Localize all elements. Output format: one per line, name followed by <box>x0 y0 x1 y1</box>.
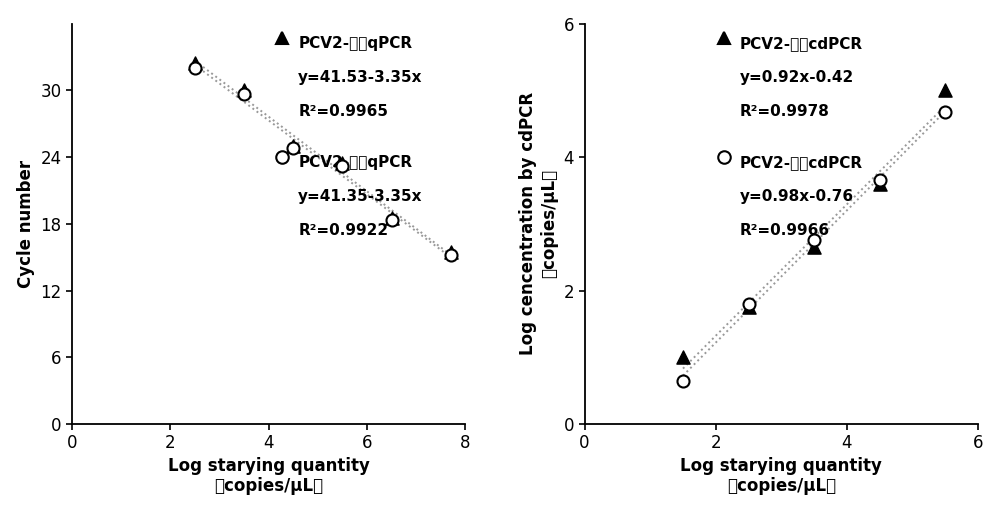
Text: y=0.98x-0.76: y=0.98x-0.76 <box>740 189 854 204</box>
Point <box>384 214 400 222</box>
Text: PCV2-单重cdPCR: PCV2-单重cdPCR <box>740 36 863 51</box>
Point <box>443 251 459 259</box>
Point <box>937 108 953 116</box>
Point <box>937 87 953 95</box>
Text: R²=0.9978: R²=0.9978 <box>740 104 830 119</box>
Y-axis label: Cycle number: Cycle number <box>17 160 35 288</box>
Point <box>187 58 203 67</box>
Text: PCV2-三重qPCR: PCV2-三重qPCR <box>298 155 412 170</box>
Y-axis label: Log cencentration by cdPCR
（copies/μL）: Log cencentration by cdPCR （copies/μL） <box>519 92 558 355</box>
Text: R²=0.9966: R²=0.9966 <box>740 223 830 238</box>
Point <box>872 176 888 184</box>
Text: R²=0.9922: R²=0.9922 <box>298 223 388 238</box>
Point <box>334 162 350 170</box>
Point <box>741 303 757 311</box>
Text: PCV2-三重cdPCR: PCV2-三重cdPCR <box>740 155 863 170</box>
X-axis label: Log starying quantity
（copies/μL）: Log starying quantity （copies/μL） <box>168 457 370 495</box>
Point <box>285 144 301 152</box>
Point <box>675 376 691 385</box>
Text: y=0.92x-0.42: y=0.92x-0.42 <box>740 70 854 84</box>
Point <box>741 300 757 308</box>
Point <box>806 237 822 245</box>
Point <box>187 64 203 72</box>
Point <box>872 180 888 188</box>
Point <box>675 353 691 361</box>
X-axis label: Log starying quantity
（copies/μL）: Log starying quantity （copies/μL） <box>680 457 882 495</box>
Point <box>236 90 252 98</box>
Text: PCV2-单重qPCR: PCV2-单重qPCR <box>298 36 412 51</box>
Text: y=41.53-3.35x: y=41.53-3.35x <box>298 70 423 84</box>
Point <box>384 217 400 225</box>
Point <box>236 87 252 95</box>
Point <box>334 159 350 167</box>
Point <box>443 247 459 255</box>
Point <box>806 243 822 251</box>
Text: R²=0.9965: R²=0.9965 <box>298 104 388 119</box>
Point <box>285 142 301 150</box>
Text: y=41.35-3.35x: y=41.35-3.35x <box>298 189 423 204</box>
